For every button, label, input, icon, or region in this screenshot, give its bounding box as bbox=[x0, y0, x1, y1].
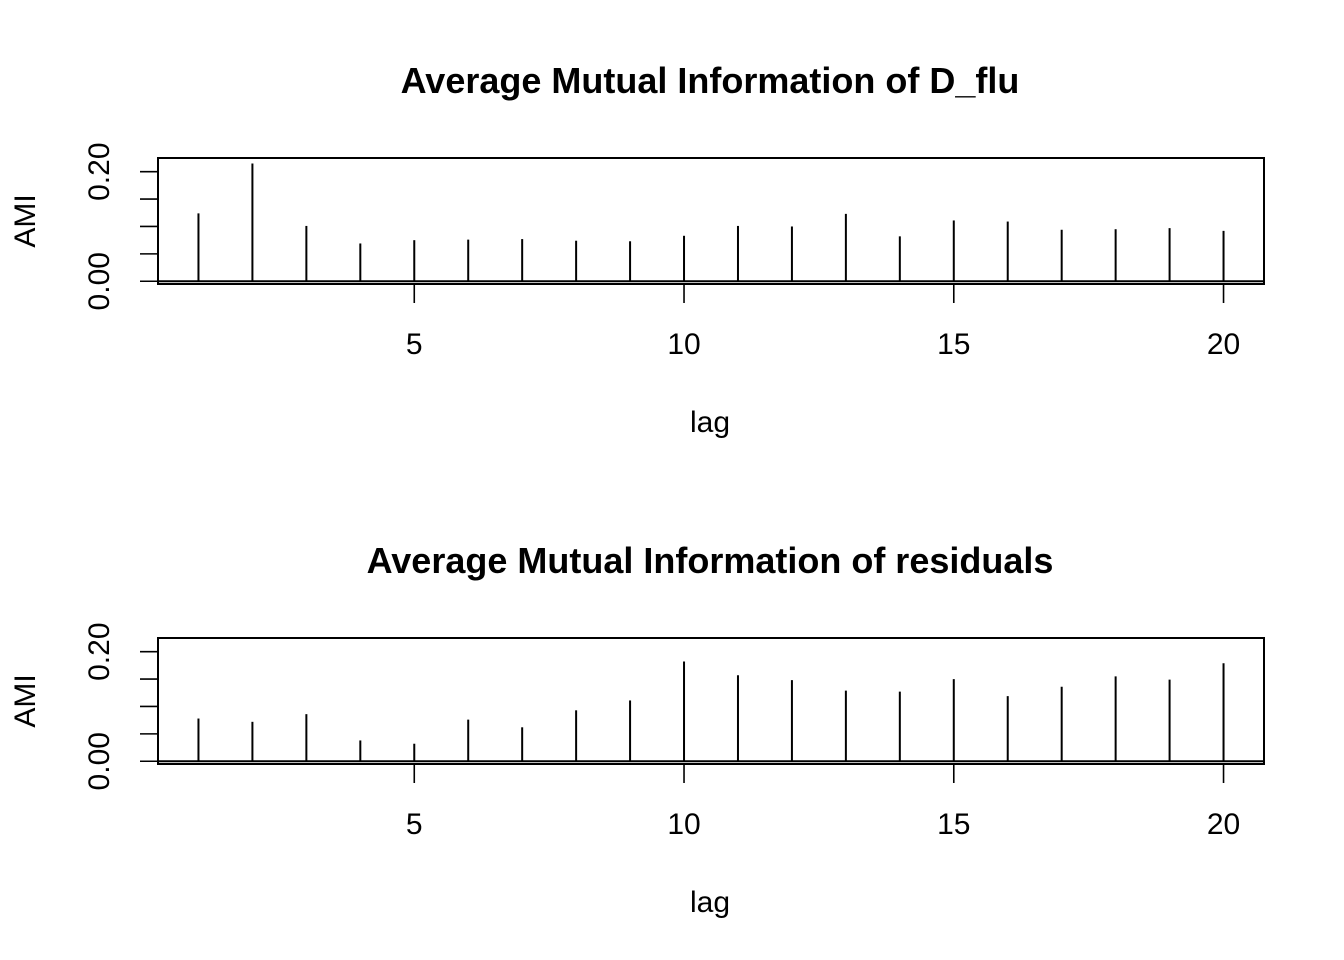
y-tick-label: 0.20 bbox=[83, 623, 116, 681]
y-axis-label: AMI bbox=[9, 674, 42, 727]
y-axis: 0.00 0.20 bbox=[83, 623, 158, 790]
spike-layer bbox=[158, 163, 1264, 283]
y-tick-label: 0.00 bbox=[83, 732, 116, 790]
x-tick-label: 5 bbox=[406, 328, 423, 361]
x-tick-label: 5 bbox=[406, 808, 423, 841]
spike-layer bbox=[158, 661, 1264, 763]
y-axis-label: AMI bbox=[9, 194, 42, 247]
x-tick-label: 10 bbox=[667, 328, 700, 361]
plot-frame bbox=[157, 637, 1265, 765]
y-tick-label: 0.00 bbox=[83, 252, 116, 310]
x-tick-label: 20 bbox=[1207, 328, 1240, 361]
plot-frame bbox=[157, 157, 1265, 285]
x-tick-label: 15 bbox=[937, 808, 970, 841]
panel-d-flu: Average Mutual Information of D_flu AMI … bbox=[9, 60, 1265, 439]
panel-residuals: Average Mutual Information of residuals … bbox=[9, 540, 1265, 919]
x-axis: 5 10 15 20 bbox=[406, 764, 1240, 841]
x-tick-label: 15 bbox=[937, 328, 970, 361]
chart-title: Average Mutual Information of residuals bbox=[367, 540, 1054, 581]
x-tick-label: 20 bbox=[1207, 808, 1240, 841]
x-axis-label: lag bbox=[690, 406, 730, 439]
x-axis: 5 10 15 20 bbox=[406, 284, 1240, 361]
chart-title: Average Mutual Information of D_flu bbox=[401, 60, 1020, 101]
y-tick-label: 0.20 bbox=[83, 143, 116, 201]
x-axis-label: lag bbox=[690, 886, 730, 919]
x-tick-label: 10 bbox=[667, 808, 700, 841]
y-axis: 0.00 0.20 bbox=[83, 143, 158, 310]
